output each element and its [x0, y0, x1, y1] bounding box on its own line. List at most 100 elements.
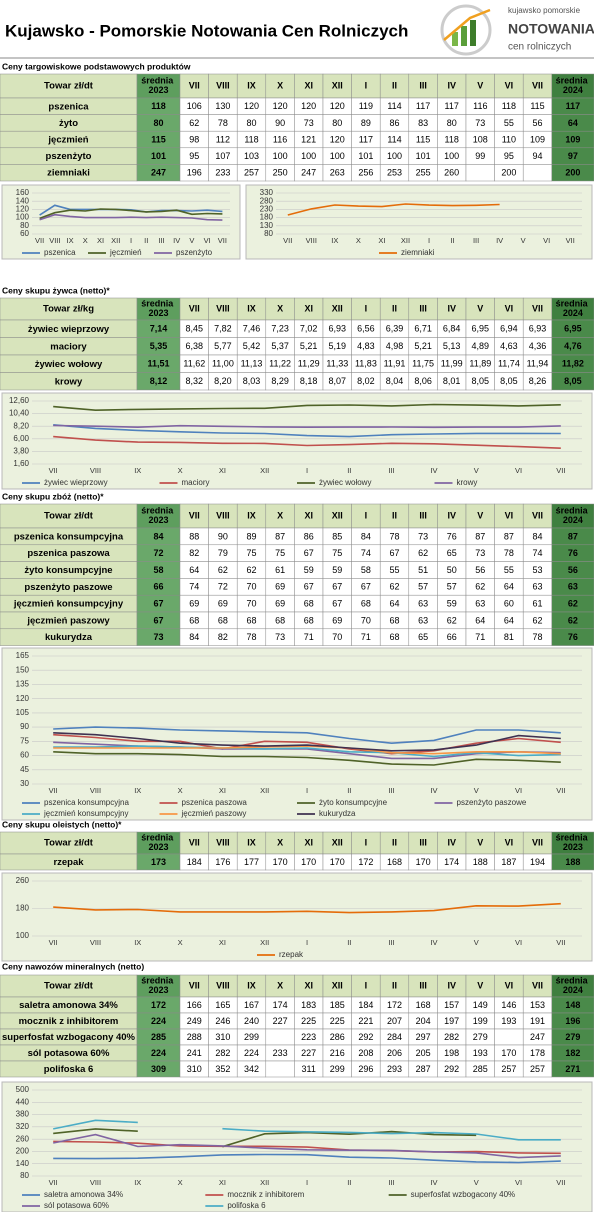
legend-label: maciory: [182, 478, 210, 487]
cell-value: 8,32: [186, 376, 204, 386]
cell-value: 75: [332, 548, 342, 558]
cell-value: 69: [275, 582, 285, 592]
y-tick-label: 180: [260, 213, 274, 222]
cell-value: 6,71: [414, 324, 432, 334]
cell-value: 5,77: [214, 341, 232, 351]
cell-value: 84: [189, 632, 199, 642]
series-line: [39, 213, 223, 221]
cell-value: 11,89: [469, 359, 491, 369]
series-line: [53, 726, 561, 745]
x-tick-label: VII: [283, 236, 292, 245]
cell-value: 80: [246, 118, 256, 128]
x-tick-label: XI: [219, 466, 226, 475]
cell-value: 184: [187, 857, 202, 867]
y-tick-label: 230: [260, 205, 274, 214]
x-tick-label: II: [347, 938, 351, 947]
cell-value: 6,93: [529, 324, 547, 334]
cell-value: 64: [504, 582, 514, 592]
section-title: Ceny targowiskowe podstawowych produktów: [2, 61, 191, 71]
legend-label: jęczmień konsumpcyjny: [43, 809, 128, 818]
cell-value: 225: [301, 1016, 316, 1026]
column-header: IX: [247, 303, 256, 313]
cell-value: 287: [416, 1064, 431, 1074]
cell-value: 114: [387, 101, 401, 111]
cell-value: 79: [218, 548, 228, 558]
chart-frame: [1, 647, 593, 821]
series-line: [53, 745, 561, 755]
cell-value: 116: [273, 134, 287, 144]
column-header: VI: [505, 303, 514, 313]
legend-label: pszenica konsumpcyjna: [44, 798, 129, 807]
cell-value: 11,13: [241, 359, 263, 369]
column-header: IX: [247, 510, 256, 520]
x-tick-label: III: [388, 1178, 394, 1187]
header-cell: [408, 73, 438, 99]
cell-value: 11,51: [147, 359, 169, 369]
cell-value: 120: [301, 101, 316, 111]
row-name: pszenżyto paszowe: [24, 582, 112, 593]
cell-value: 7,23: [271, 324, 289, 334]
cell-value: 88: [189, 531, 199, 541]
cell-value: 94: [532, 151, 542, 161]
column-header: średnia 2023: [141, 833, 176, 853]
row-name: superfosfat wzbogacony 40%: [2, 1032, 136, 1043]
cell-value: 73: [275, 632, 285, 642]
cell-value: 176: [215, 857, 230, 867]
cell-value: 8,05: [500, 376, 518, 386]
cell-value: 118: [244, 134, 258, 144]
x-tick-label: VI: [515, 786, 522, 795]
y-tick-label: 100: [16, 931, 30, 940]
logo-line2: NOTOWANIA: [508, 21, 594, 37]
cell-value: 170: [416, 857, 431, 867]
x-tick-label: III: [158, 236, 164, 245]
cell-value: 68: [218, 615, 228, 625]
cell-value: 4,36: [529, 341, 547, 351]
cell-value: 63: [418, 598, 428, 608]
chart-frame: [1, 184, 241, 260]
cell-value: 100: [273, 151, 288, 161]
cell-value: 286: [330, 1032, 345, 1042]
cell-value: 117: [359, 134, 373, 144]
cell-value: 5,19: [329, 341, 347, 351]
cell-value: 85: [332, 531, 342, 541]
cell-value: 57: [418, 582, 428, 592]
x-tick-label: V: [474, 938, 479, 947]
x-tick-label: IV: [496, 236, 503, 245]
x-tick-label: IV: [430, 466, 437, 475]
cell-value: 76: [568, 548, 578, 558]
cell-value: 81: [504, 632, 514, 642]
cell-value: 6,95: [472, 324, 490, 334]
y-tick-label: 180: [16, 904, 30, 913]
cell-value: 74: [189, 582, 199, 592]
cell-value: 225: [330, 1016, 345, 1026]
legend-label: polifoska 6: [227, 1201, 266, 1210]
cell-value: 7,82: [214, 324, 232, 334]
cell-value: 95: [189, 151, 199, 161]
cell-value: 188: [473, 857, 488, 867]
cell-value: 196: [565, 1016, 580, 1026]
cell-value: 8,20: [214, 376, 232, 386]
column-header: X: [277, 510, 283, 520]
cell-value: 292: [358, 1032, 373, 1042]
y-tick-label: 80: [20, 1171, 29, 1180]
x-tick-label: II: [450, 236, 454, 245]
header-cell: [179, 73, 209, 99]
column-header: XII: [332, 303, 343, 313]
cell-value: 74: [361, 548, 371, 558]
x-tick-label: XII: [401, 236, 410, 245]
logo-bar: [470, 20, 476, 46]
x-tick-label: VII: [218, 236, 227, 245]
legend-label: żywiec wołowy: [319, 478, 371, 487]
cell-value: 260: [444, 168, 459, 178]
row-name: jęczmień paszowy: [26, 615, 110, 626]
row-name: krowy: [55, 376, 83, 387]
y-tick-label: 330: [260, 188, 274, 197]
x-tick-label: X: [356, 236, 361, 245]
cell-value: 8,04: [386, 376, 404, 386]
column-header: XII: [332, 980, 343, 990]
cell-value: 56: [532, 118, 542, 128]
cell-value: 11,94: [527, 359, 549, 369]
y-tick-label: 60: [20, 229, 29, 238]
cell-value: 109: [530, 134, 545, 144]
